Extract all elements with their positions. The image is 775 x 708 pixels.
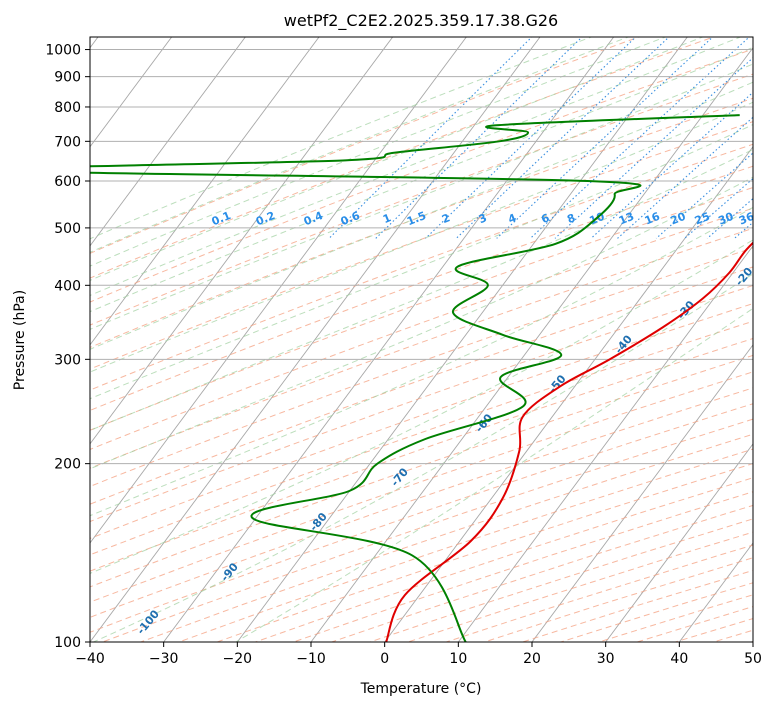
x-axis-ticks: −40 −30 −20 −10 0 10 20 30 40 50 [75, 642, 762, 667]
mixing-ratio-line [425, 37, 637, 239]
x-axis-label: Temperature (°C) [360, 681, 482, 697]
dry-adiabat-line [90, 37, 716, 279]
y-tick-label: 600 [54, 174, 81, 190]
moist-adiabat-line [90, 148, 753, 431]
x-tick-label: −20 [223, 651, 253, 667]
isotherm-line [90, 37, 173, 148]
y-tick-label: 900 [54, 70, 81, 86]
mixing-ratio-label: 36 [737, 210, 756, 228]
mixing-ratio-line [455, 37, 670, 239]
temperature-profile-line [385, 241, 753, 642]
x-tick-label: 30 [597, 651, 615, 667]
mixing-ratio-line [590, 91, 753, 239]
isotherm-lines [90, 37, 753, 642]
mixing-ratio-label: 13 [617, 210, 636, 228]
mixing-ratio-label: 1 [381, 211, 393, 226]
plot-frame [89, 36, 754, 643]
mixing-ratio-label: 25 [693, 210, 712, 228]
dry-adiabat-line [90, 284, 753, 523]
x-tick-label: 10 [449, 651, 467, 667]
mixing-ratio-label: 3 [477, 211, 489, 226]
moist-adiabat-line [90, 101, 753, 373]
y-tick-label: 700 [54, 134, 81, 150]
dewpoint-profile-line [90, 114, 740, 642]
isotherm-line [531, 344, 753, 642]
moist-adiabat-line [90, 46, 753, 313]
moist-adiabat-line [90, 37, 704, 281]
profile-series [90, 114, 753, 642]
moist-adiabat-line [90, 37, 630, 253]
mixing-ratio-label: 16 [643, 210, 662, 228]
isotherm-line [90, 37, 541, 642]
dry-adiabat-line [90, 303, 753, 540]
y-tick-label: 1000 [45, 43, 81, 59]
x-tick-label: −30 [149, 651, 179, 667]
x-tick-label: −10 [296, 651, 326, 667]
moist-adiabat-line [90, 37, 667, 267]
mixing-ratio-line [375, 37, 583, 239]
y-tick-label: 200 [54, 457, 81, 473]
isotherm-line [310, 47, 753, 642]
y-tick-label: 300 [54, 352, 81, 368]
dry-adiabat-line [90, 143, 753, 391]
mixing-ratio-line [655, 152, 753, 239]
isotherm-line [90, 37, 320, 346]
chart-title: wetPf2_C2E2.2025.359.17.38.G26 [284, 11, 558, 31]
isotherm-line [90, 37, 394, 445]
dry-adiabat-line [90, 37, 641, 254]
dry-adiabat-line [90, 337, 753, 572]
isotherm-line [163, 37, 615, 642]
y-tick-label: 500 [54, 221, 81, 237]
moist-adiabat-line [90, 81, 753, 350]
mixing-ratio-label: 30 [716, 210, 735, 228]
pressure-gridlines [90, 49, 753, 642]
y-axis-label: Pressure (hPa) [12, 290, 28, 390]
moist-adiabat-line [234, 307, 753, 642]
mixing-ratio-line [328, 37, 533, 239]
mixing-ratio-label: 20 [668, 210, 687, 228]
dry-adiabat-line [90, 320, 753, 556]
isotherm-line [90, 37, 467, 544]
y-tick-label: 100 [54, 635, 81, 651]
moist-adiabat-line [90, 176, 753, 470]
x-tick-label: 50 [744, 651, 762, 667]
y-tick-label: 400 [54, 278, 81, 294]
isotherm-line [236, 37, 688, 642]
x-tick-label: 20 [523, 651, 541, 667]
moist-adiabat-line [92, 273, 753, 642]
dry-adiabat-line [90, 165, 753, 411]
moist-adiabat-line [90, 239, 753, 574]
x-tick-label: 0 [380, 651, 389, 667]
isotherm-line [457, 245, 753, 642]
dry-adiabat-line [90, 247, 753, 487]
y-tick-label: 800 [54, 100, 81, 116]
dry-adiabat-line [90, 371, 753, 603]
isotherm-line [605, 443, 753, 642]
x-tick-label: −40 [75, 651, 105, 667]
dry-adiabat-lines [90, 37, 753, 642]
isotherm-line [90, 37, 246, 247]
y-axis-ticks: 100 200 300 400 500 600 700 800 900 1000 [45, 43, 90, 651]
moist-adiabat-line [90, 37, 742, 297]
dry-adiabat-line [90, 48, 753, 303]
dry-adiabat-line [90, 207, 753, 451]
plot-area: -100-90-80-70-60-50-40-30-20-10010203040… [90, 37, 756, 642]
mixing-ratio-label: 8 [565, 211, 577, 226]
mixing-ratio-label: 2 [440, 211, 452, 226]
mixing-ratio-lines [328, 37, 753, 239]
x-tick-label: 40 [670, 651, 688, 667]
dry-adiabat-line [90, 121, 753, 370]
